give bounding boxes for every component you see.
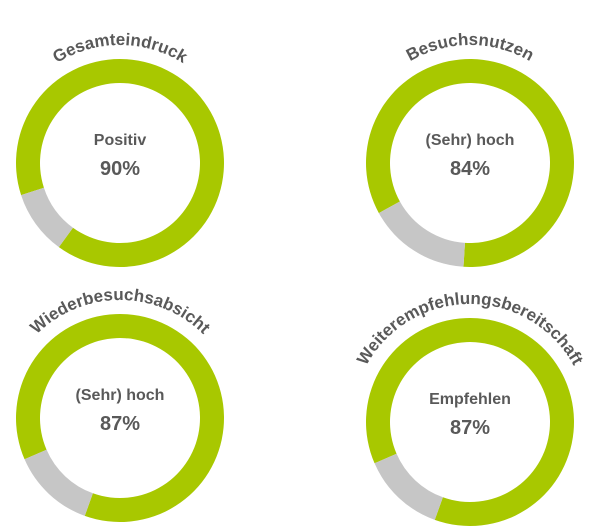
- donut-segment: [378, 201, 465, 267]
- value-label: 87%: [450, 417, 490, 439]
- donut-segment: [21, 187, 73, 248]
- center-label: (Sehr) hoch: [426, 132, 515, 149]
- center-label: Empfehlen: [429, 391, 511, 408]
- value-label: 87%: [100, 413, 140, 435]
- value-label: 84%: [450, 158, 490, 180]
- donut-chart: WeiterempfehlungsbereitschaftEmpfehlen87…: [353, 289, 587, 527]
- value-label: 90%: [100, 158, 140, 180]
- donut-segment: [24, 449, 93, 516]
- donut-segment: [374, 453, 443, 520]
- center-label: Positiv: [94, 132, 147, 149]
- center-label: (Sehr) hoch: [76, 387, 165, 404]
